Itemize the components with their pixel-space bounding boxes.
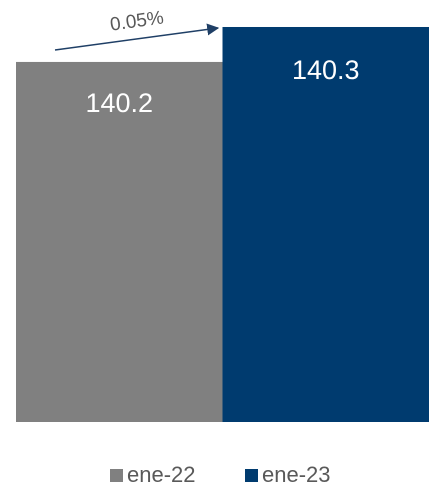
legend-swatch: [245, 469, 258, 482]
bar: [222, 26, 429, 423]
legend-label: ene-23: [262, 462, 331, 485]
legend-label: ene-22: [127, 462, 196, 485]
data-label: 140.2: [85, 88, 153, 118]
bar: [16, 61, 223, 423]
annotation: 0.05%: [109, 7, 165, 35]
legend: ene-22 ene-23: [110, 462, 331, 485]
annotation-arrow: [54, 23, 220, 51]
legend-swatch: [110, 469, 123, 482]
data-label: 140.3: [292, 55, 360, 85]
plot: 140.2 140.3: [16, 26, 429, 423]
